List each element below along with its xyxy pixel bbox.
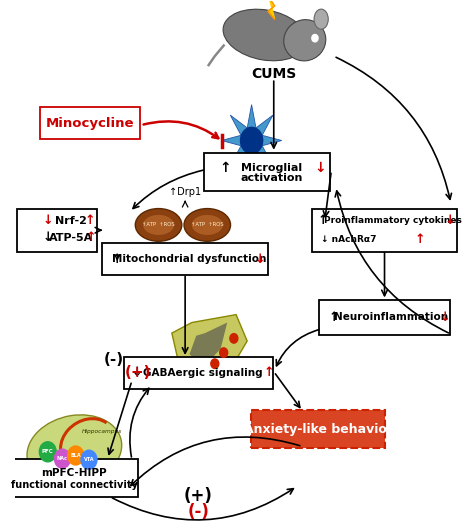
Text: ↓: ↓ bbox=[131, 366, 142, 379]
Text: Neuroinflammation: Neuroinflammation bbox=[334, 312, 448, 322]
Text: (-): (-) bbox=[188, 504, 210, 522]
Text: Anxiety-like behavior: Anxiety-like behavior bbox=[244, 423, 392, 435]
FancyBboxPatch shape bbox=[312, 209, 457, 252]
Circle shape bbox=[240, 127, 263, 154]
Text: Nrf-2: Nrf-2 bbox=[55, 216, 87, 226]
Text: NAc: NAc bbox=[57, 456, 68, 461]
Text: ↑: ↑ bbox=[85, 214, 95, 227]
Text: ↓: ↓ bbox=[43, 231, 53, 244]
Text: ↑ATP  ↑ROS: ↑ATP ↑ROS bbox=[191, 222, 224, 227]
Text: ↑: ↑ bbox=[86, 231, 96, 244]
Ellipse shape bbox=[27, 415, 122, 486]
Text: Proinflammatory cytokines: Proinflammatory cytokines bbox=[324, 216, 462, 225]
Text: activation: activation bbox=[240, 174, 303, 184]
Text: BLA: BLA bbox=[70, 453, 81, 458]
Circle shape bbox=[211, 359, 219, 368]
Circle shape bbox=[55, 449, 70, 468]
Text: GABAergic signaling: GABAergic signaling bbox=[143, 368, 263, 378]
Ellipse shape bbox=[135, 208, 182, 241]
Text: ↑: ↑ bbox=[317, 214, 328, 227]
Circle shape bbox=[39, 442, 56, 462]
Circle shape bbox=[312, 34, 318, 42]
FancyBboxPatch shape bbox=[204, 153, 330, 191]
Ellipse shape bbox=[184, 208, 230, 241]
Text: (-): (-) bbox=[104, 352, 124, 367]
Ellipse shape bbox=[192, 215, 223, 235]
Polygon shape bbox=[190, 323, 227, 367]
Circle shape bbox=[81, 450, 97, 469]
FancyBboxPatch shape bbox=[251, 411, 385, 448]
Circle shape bbox=[230, 334, 238, 343]
Text: Hippocampus: Hippocampus bbox=[82, 429, 122, 434]
Text: ATP-5A: ATP-5A bbox=[49, 233, 93, 243]
Text: ↓ nAchRα7: ↓ nAchRα7 bbox=[321, 235, 377, 244]
FancyBboxPatch shape bbox=[319, 300, 450, 335]
Text: ↑: ↑ bbox=[328, 311, 339, 324]
Text: Microglial: Microglial bbox=[241, 163, 302, 173]
Text: Mitochondrial dysfunction: Mitochondrial dysfunction bbox=[112, 254, 267, 264]
Text: ↓: ↓ bbox=[445, 214, 456, 227]
Polygon shape bbox=[221, 105, 282, 176]
Text: (+): (+) bbox=[125, 365, 151, 380]
FancyBboxPatch shape bbox=[11, 460, 138, 497]
Text: ↑: ↑ bbox=[219, 161, 231, 175]
Text: ↑ATP  ↑ROS: ↑ATP ↑ROS bbox=[142, 222, 175, 227]
Polygon shape bbox=[172, 315, 247, 383]
Text: (+): (+) bbox=[184, 487, 213, 505]
Text: ↑: ↑ bbox=[415, 233, 425, 246]
Text: ↓: ↓ bbox=[255, 253, 265, 266]
Circle shape bbox=[68, 446, 84, 465]
Text: VTA: VTA bbox=[84, 457, 94, 462]
FancyBboxPatch shape bbox=[124, 357, 273, 389]
Text: ↓: ↓ bbox=[314, 161, 326, 175]
Text: ↓: ↓ bbox=[43, 214, 53, 227]
Text: CUMS: CUMS bbox=[251, 67, 296, 80]
Ellipse shape bbox=[143, 215, 174, 235]
Text: mPFC-HIPP: mPFC-HIPP bbox=[42, 468, 107, 478]
Text: Minocycline: Minocycline bbox=[46, 116, 134, 130]
Circle shape bbox=[219, 348, 228, 358]
Text: ↑Drp1: ↑Drp1 bbox=[169, 187, 201, 197]
FancyBboxPatch shape bbox=[102, 243, 268, 275]
Polygon shape bbox=[268, 0, 274, 19]
Text: ↓: ↓ bbox=[440, 311, 450, 324]
Text: ↑: ↑ bbox=[111, 253, 122, 266]
Ellipse shape bbox=[284, 20, 326, 61]
Ellipse shape bbox=[314, 9, 328, 29]
FancyBboxPatch shape bbox=[40, 107, 140, 139]
Ellipse shape bbox=[223, 9, 307, 61]
Text: ↑: ↑ bbox=[263, 366, 273, 379]
Text: functional connectivity: functional connectivity bbox=[11, 479, 138, 489]
FancyBboxPatch shape bbox=[17, 209, 97, 252]
Text: PFC: PFC bbox=[42, 449, 54, 454]
